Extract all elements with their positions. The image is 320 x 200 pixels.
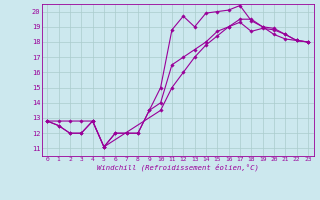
X-axis label: Windchill (Refroidissement éolien,°C): Windchill (Refroidissement éolien,°C) [97, 164, 259, 171]
